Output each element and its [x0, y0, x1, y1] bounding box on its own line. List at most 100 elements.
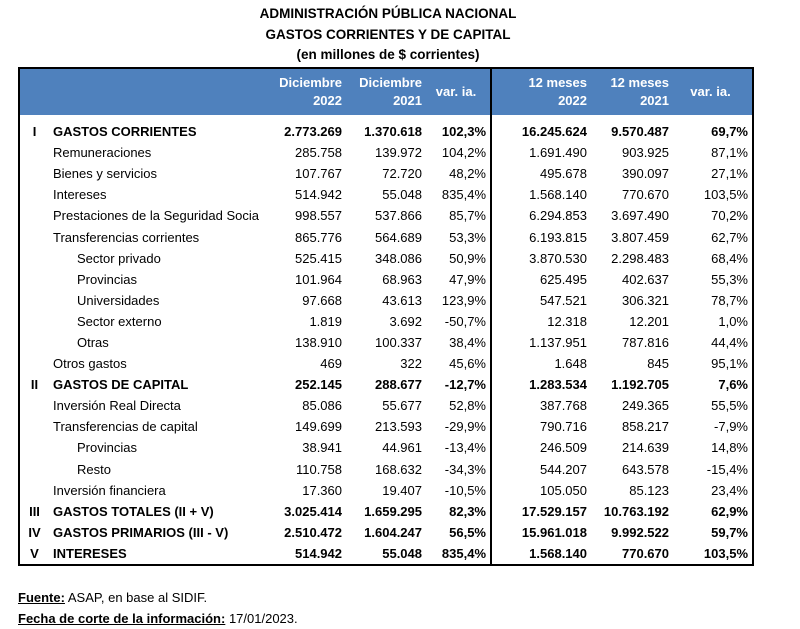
cell-value: 45,6% [426, 353, 492, 375]
row-number [19, 459, 49, 480]
cell-value: 97.668 [302, 292, 342, 308]
source: ASAP, en base al SIDIF. [67, 590, 208, 605]
row-label: Intereses [53, 187, 107, 203]
cell-value: 48,2% [426, 163, 492, 185]
cell-value: 845 [647, 356, 669, 372]
cell-value: 6.294.853 [529, 208, 587, 224]
row-label: Otras [77, 334, 109, 350]
cell-value: -29,9% [426, 416, 492, 438]
cell-value: 139.972 [375, 145, 422, 161]
cell-value: 1.568.140 [529, 545, 587, 561]
cell-value: 105.050 [540, 482, 587, 498]
column-header-line: var. ia. [690, 84, 731, 99]
cell-value: 643.578 [622, 461, 669, 477]
table-row: Sector privado 525.415 348.086 50,9% 3.870.5… [19, 247, 753, 269]
cell-value: 72.720 [382, 166, 422, 182]
cell-value: 14,8% [711, 440, 748, 456]
row-number: I [19, 115, 49, 142]
table-row: I GASTOS CORRIENTES 2.773.269 1.370.618 102,… [19, 115, 753, 143]
row-label: Universidades [77, 292, 160, 308]
subtitle: GASTOS CORRIENTES Y DE CAPITAL [265, 27, 511, 42]
cell-value: 858.217 [622, 419, 669, 435]
roman-numeral: II [30, 377, 39, 393]
row-number [19, 332, 49, 353]
row-label: Inversión Real Directa [53, 398, 181, 414]
expense-table: Diciembre 2022 Diciembre 2021 var. ia. 12 mes… [18, 67, 754, 566]
cell-value: 348.086 [375, 250, 422, 266]
cell-value: 213.593 [375, 419, 422, 435]
date-note: Fecha de corte de la información: 17/01/… [18, 611, 298, 626]
row-label: Remuneraciones [53, 145, 152, 161]
cell-value: 7,6% [718, 377, 748, 393]
cell-value: 103,5% [703, 545, 748, 561]
cell-value: 47,9% [426, 268, 492, 290]
row-label: Sector externo [77, 313, 162, 329]
column-header: 12 meses 2022 [491, 68, 591, 115]
cell-value: 55.677 [382, 398, 422, 414]
row-label: Otros gastos [53, 356, 127, 372]
cell-value: 285.758 [295, 145, 342, 161]
cell-value: 107.767 [295, 166, 342, 182]
cell-value: 1.568.140 [529, 187, 587, 203]
cell-value: 1.648 [554, 356, 587, 372]
cell-value: 1.370.618 [364, 124, 422, 140]
cell-value: 402.637 [622, 271, 669, 287]
cell-value: 62,7% [711, 229, 748, 245]
cell-value: 23,4% [711, 482, 748, 498]
cell-value: 252.145 [295, 377, 342, 393]
cell-value: 87,1% [711, 145, 748, 161]
cell-value: 903.925 [622, 145, 669, 161]
cell-value: 1.137.951 [529, 334, 587, 350]
cell-value: 469 [320, 356, 342, 372]
cell-value: 544.207 [540, 461, 587, 477]
row-number [19, 290, 49, 311]
row-number [19, 226, 49, 247]
column-header: Diciembre 2022 [266, 68, 346, 115]
cell-value: -13,4% [426, 437, 492, 459]
row-label: Provincias [77, 440, 137, 456]
cell-value: 1.819 [309, 313, 342, 329]
cell-value: 770.670 [622, 187, 669, 203]
cell-value: -10,5% [426, 479, 492, 501]
table-row: Inversión financiera 17.360 19.407 -10,5% 10… [19, 479, 753, 501]
column-header: var. ia. [673, 68, 753, 115]
row-label: Prestaciones de la Seguridad Socia [53, 208, 259, 224]
column-header-line: Diciembre [279, 75, 342, 90]
cell-value: 12.318 [547, 313, 587, 329]
cell-value: 10.763.192 [603, 503, 669, 519]
row-number [19, 269, 49, 290]
row-number [19, 163, 49, 184]
cell-value: 3.692 [389, 313, 422, 329]
date: 17/01/2023. [228, 611, 298, 626]
cell-value: 101.964 [295, 271, 342, 287]
row-label: Transferencias de capital [53, 419, 198, 435]
cell-value: 2.510.472 [284, 524, 342, 540]
row-number [19, 248, 49, 269]
row-number [19, 416, 49, 437]
cell-value: 214.639 [622, 440, 669, 456]
cell-value: 85,7% [426, 205, 492, 227]
cell-value: 55,5% [711, 398, 748, 414]
row-label: GASTOS PRIMARIOS (III - V) [53, 524, 229, 540]
table-row: Sector externo 1.819 3.692 -50,7% 12.318 12.2… [19, 310, 753, 332]
row-label: Provincias [77, 271, 137, 287]
cell-value: 564.689 [375, 229, 422, 245]
cell-value: 44,4% [711, 334, 748, 350]
header-row: Diciembre 2022 Diciembre 2021 var. ia. 12 mes… [19, 68, 753, 115]
column-header-line: 2022 [313, 93, 342, 108]
source-label: Fuente: [18, 590, 65, 605]
cell-value: 3.697.490 [611, 208, 669, 224]
cell-value: 17.360 [302, 482, 342, 498]
cell-value: 149.699 [295, 419, 342, 435]
unit-note: (en millones de $ corrientes) [296, 47, 480, 62]
cell-value: 9.992.522 [611, 524, 669, 540]
cell-value: 998.557 [295, 208, 342, 224]
cell-value: 1.691.490 [529, 145, 587, 161]
cell-value: 514.942 [295, 187, 342, 203]
cell-value: 17.529.157 [521, 503, 587, 519]
row-label: INTERESES [53, 545, 127, 561]
cell-value: 16.245.624 [521, 124, 587, 140]
column-header-line: 2021 [640, 93, 669, 108]
table-row: Transferencias de capital 149.699 213.593-… [19, 416, 753, 438]
cell-value: 55,3% [711, 271, 748, 287]
